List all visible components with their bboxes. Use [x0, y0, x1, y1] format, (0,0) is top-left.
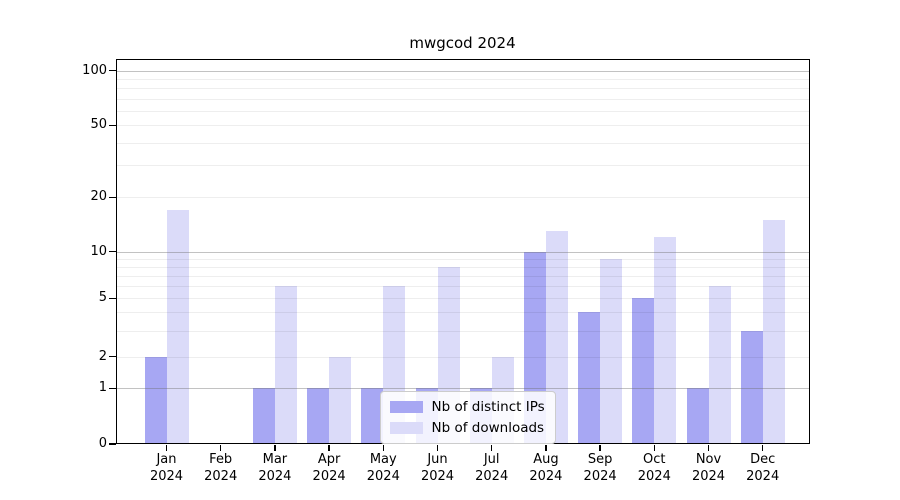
y-tick-mark	[109, 443, 116, 445]
y-tick-mark	[109, 297, 116, 300]
gridline-2	[115, 356, 810, 358]
y-tick-label-100: 100	[82, 62, 107, 78]
gridline-60	[115, 110, 810, 112]
y-tick-label-5: 5	[98, 290, 107, 306]
gridline-9	[115, 258, 810, 260]
x-tick-label-Nov-2024: Nov 2024	[691, 452, 726, 484]
legend-item-distinct-ips: Nb of distinct IPs	[389, 399, 545, 415]
bar-downloads-Aug-2024	[545, 231, 568, 444]
gridline-20	[115, 197, 810, 199]
bar-downloads-Mar-2024	[274, 286, 297, 444]
x-tick-label-Jul-2024: Jul 2024	[475, 452, 509, 484]
gridline-80	[115, 88, 810, 90]
legend-label-downloads: Nb of downloads	[431, 420, 545, 436]
y-tick-mark	[109, 124, 116, 127]
legend-item-downloads: Nb of downloads	[389, 420, 545, 436]
gridline-30	[115, 165, 810, 167]
legend-swatch-downloads	[389, 421, 423, 435]
gridline-5	[115, 298, 810, 300]
x-tick-mark	[436, 445, 439, 451]
x-tick-mark	[382, 445, 385, 451]
x-tick-label-Aug-2024: Aug 2024	[529, 452, 563, 484]
gridline-90	[115, 78, 810, 80]
bar-ips-May-2024	[361, 388, 384, 444]
gridline-3	[115, 330, 810, 332]
x-tick-label-Jan-2024: Jan 2024	[149, 452, 184, 484]
x-tick-mark	[219, 445, 222, 451]
x-tick-mark	[328, 445, 330, 451]
gridline-4	[115, 312, 810, 314]
gridline-50	[115, 125, 810, 127]
gridline-40	[115, 142, 810, 144]
y-tick-label-1: 1	[98, 380, 107, 396]
bar-ips-Jan-2024	[144, 356, 167, 444]
x-tick-label-Oct-2024: Oct 2024	[637, 452, 671, 484]
x-tick-mark	[653, 445, 656, 451]
y-tick-label-0: 0	[98, 436, 107, 451]
legend-label-distinct-ips: Nb of distinct IPs	[431, 399, 545, 415]
y-tick-label-50: 50	[90, 117, 107, 133]
y-tick-mark	[109, 387, 116, 390]
bar-downloads-Jan-2024	[166, 210, 189, 444]
gridline-7	[115, 275, 810, 277]
bar-ips-Oct-2024	[632, 298, 655, 444]
legend-swatch-distinct-ips	[389, 400, 423, 414]
gridline-10	[115, 251, 810, 253]
x-tick-mark	[165, 445, 168, 451]
y-tick-mark	[109, 355, 116, 358]
x-tick-mark	[761, 445, 764, 451]
bar-downloads-Oct-2024	[654, 237, 677, 444]
x-tick-mark	[490, 445, 493, 451]
chart-title: mwgcod 2024	[409, 34, 516, 52]
bar-downloads-Apr-2024	[329, 356, 352, 444]
x-tick-label-Sep-2024: Sep 2024	[583, 452, 617, 484]
y-tick-label-20: 20	[90, 189, 107, 205]
grid-layer	[115, 59, 810, 444]
bar-downloads-Sep-2024	[600, 258, 623, 444]
gridline-6	[115, 286, 810, 288]
x-tick-mark	[707, 445, 710, 451]
x-tick-label-Mar-2024: Mar 2024	[258, 452, 292, 484]
y-tick-mark	[109, 250, 116, 253]
bar-ips-Sep-2024	[578, 312, 601, 444]
y-tick-mark	[109, 69, 116, 72]
bar-ips-Dec-2024	[740, 330, 763, 444]
bar-downloads-Dec-2024	[762, 219, 785, 444]
x-tick-label-Feb-2024: Feb 2024	[204, 452, 238, 484]
gridline-1	[115, 388, 810, 390]
bar-ips-Mar-2024	[252, 388, 275, 444]
y-tick-mark	[109, 196, 116, 199]
x-tick-mark	[545, 445, 547, 451]
gridline-100	[115, 70, 810, 72]
x-tick-label-Apr-2024: Apr 2024	[312, 452, 346, 484]
x-tick-label-May-2024: May 2024	[366, 452, 400, 484]
bar-downloads-Nov-2024	[708, 286, 731, 444]
legend: Nb of distinct IPs Nb of downloads	[379, 391, 556, 444]
x-tick-mark	[274, 445, 276, 451]
plot-area: Nb of distinct IPs Nb of downloads	[115, 59, 810, 444]
y-tick-label-2: 2	[98, 348, 107, 364]
y-tick-label-10: 10	[90, 243, 107, 259]
x-tick-label-Dec-2024: Dec 2024	[746, 452, 780, 484]
gridline-8	[115, 266, 810, 268]
bar-ips-Nov-2024	[686, 388, 709, 444]
bar-ips-Apr-2024	[307, 388, 330, 444]
x-tick-mark	[599, 445, 601, 451]
x-tick-label-Jun-2024: Jun 2024	[420, 452, 455, 484]
gridline-70	[115, 98, 810, 100]
